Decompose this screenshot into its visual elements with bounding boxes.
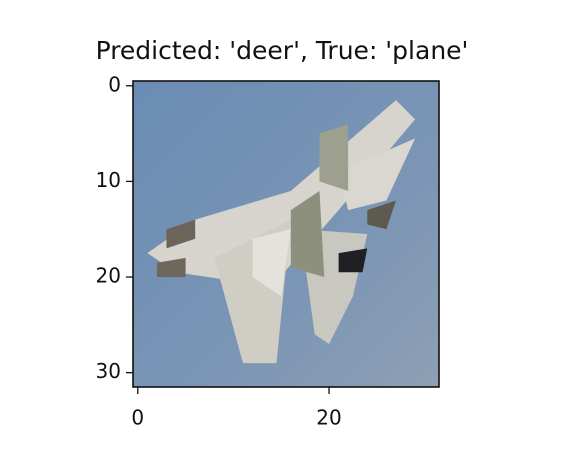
y-tick-label: 20 [96, 264, 121, 288]
x-tick-label: 20 [316, 406, 341, 430]
y-tick-label: 10 [96, 168, 121, 192]
plane [147, 100, 416, 364]
axes-frame [132, 80, 440, 388]
image [133, 81, 439, 387]
y-tick-label: 30 [96, 359, 121, 383]
x-tick-label: 0 [131, 406, 144, 430]
chart-title: Predicted: 'deer', True: 'plane' [96, 36, 469, 65]
y-tick-label: 0 [108, 72, 121, 96]
